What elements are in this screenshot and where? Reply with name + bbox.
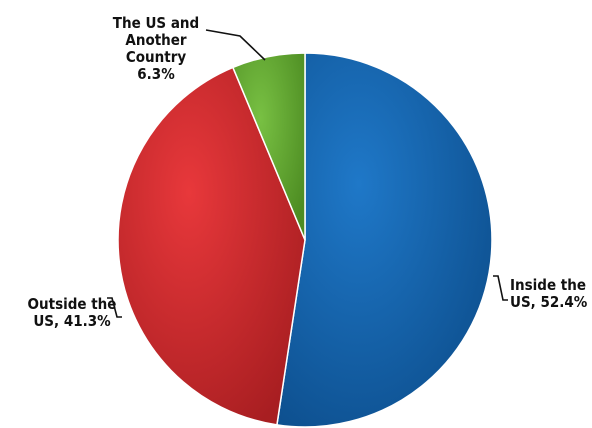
pie-slices xyxy=(117,52,493,428)
label-outside-us: Outside the US, 41.3% xyxy=(28,295,117,330)
slice-inside-us xyxy=(276,52,493,428)
label-inside-us-leader xyxy=(493,275,508,301)
label-outside-us-line: Outside the xyxy=(28,295,117,313)
label-us-and-another-line: The US and xyxy=(113,14,199,32)
label-us-and-another: The US and Another Country 6.3% xyxy=(113,14,199,83)
slice-us-and-another xyxy=(231,52,306,241)
slice-outside-us xyxy=(117,66,306,426)
label-us-and-another-line: Country xyxy=(126,48,187,66)
label-outside-us-line: US, 41.3% xyxy=(33,312,111,330)
label-us-and-another-line: Another xyxy=(125,31,187,49)
label-us-and-another-line: 6.3% xyxy=(137,65,175,83)
slice-labels: Inside the US, 52.4% Outside the US, 41.3% T… xyxy=(28,14,588,330)
label-inside-us: Inside the US, 52.4% xyxy=(510,276,588,311)
label-outside-us-leader xyxy=(107,297,122,318)
label-inside-us-line: US, 52.4% xyxy=(510,293,588,311)
label-leaders xyxy=(107,29,508,318)
label-inside-us-line: Inside the xyxy=(510,276,586,294)
label-us-and-another-leader xyxy=(205,29,266,61)
